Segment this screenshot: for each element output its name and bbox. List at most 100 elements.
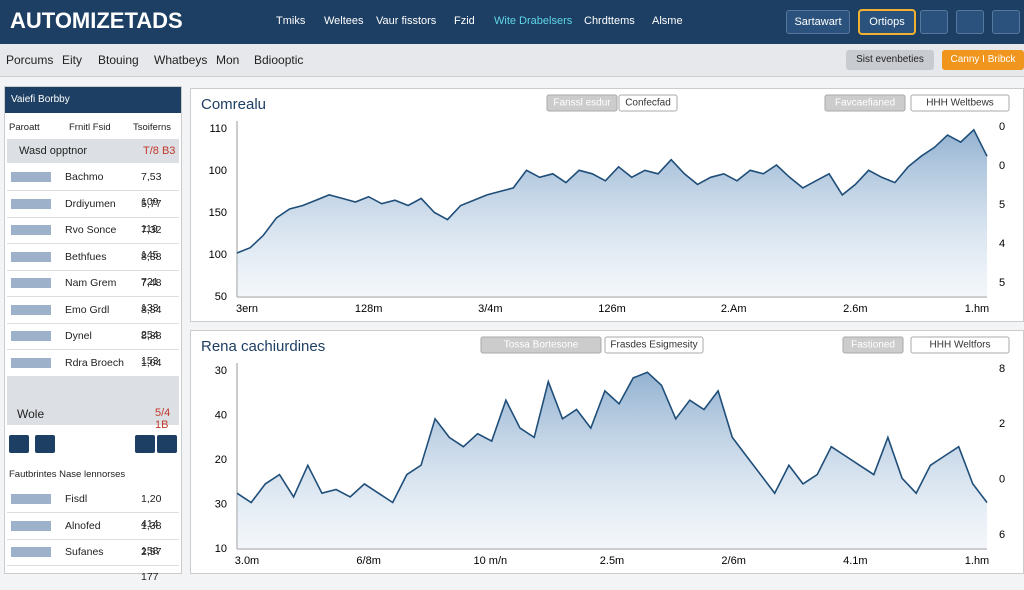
chart-button-label: Confecfad xyxy=(625,98,671,109)
tab[interactable]: Porcums xyxy=(6,53,54,67)
row-label: Emo Grdl xyxy=(65,303,110,316)
row-value: 8,88 721 xyxy=(141,250,162,288)
chart-button[interactable] xyxy=(546,94,618,112)
group-row xyxy=(7,139,179,163)
row-icon xyxy=(11,172,51,182)
icon-button[interactable] xyxy=(956,10,984,34)
x-tick-label: 1.hm xyxy=(965,303,989,315)
pager-button[interactable] xyxy=(157,435,177,453)
row-label: Alnofed xyxy=(65,519,101,532)
row-label: Bethfues xyxy=(65,250,107,263)
chart-button[interactable] xyxy=(910,336,1010,354)
y2-tick-label: 4 xyxy=(999,238,1005,250)
list-row: Emo Grdl 8,84 254 xyxy=(7,298,179,341)
nav-item[interactable]: Fzid xyxy=(454,15,475,27)
row-value: 7,53 109 xyxy=(141,171,162,208)
chart-button-label: Fanssl esdur xyxy=(553,98,611,109)
list-row: Drdiyumen 5,77 119 xyxy=(7,192,179,235)
column-header: Paroatt xyxy=(9,122,40,133)
sidebar: Vaiefi Borbby Paroatt Frnitl Fsid Tsoiferns… xyxy=(4,86,182,583)
y-tick-label: 110 xyxy=(209,123,227,135)
header-button[interactable]: Ortiops xyxy=(858,9,916,35)
chart-button[interactable] xyxy=(842,336,904,354)
list-row: Nam Grem 7,48 133 xyxy=(7,271,179,314)
row-icon xyxy=(11,225,51,235)
subbar-button[interactable]: Canny I Bribck xyxy=(942,50,1024,70)
nav-item[interactable]: Tmiks xyxy=(276,15,306,27)
x-tick-label: 1.hm xyxy=(965,555,989,567)
chart-button[interactable] xyxy=(480,336,602,354)
x-tick-label: 6/8m xyxy=(356,555,380,567)
row-value: 5,77 119 xyxy=(141,197,162,235)
tab[interactable]: Btouing xyxy=(98,53,139,67)
pager-button[interactable] xyxy=(35,435,55,453)
chart-button[interactable] xyxy=(618,94,678,112)
row-value: 7,32 145 xyxy=(141,224,162,261)
icon-button[interactable] xyxy=(920,10,948,34)
list-row: Dynel 8,88 153 xyxy=(7,324,179,367)
tab[interactable]: Eity xyxy=(62,53,83,67)
list-row: Fisdl 1,20 414 xyxy=(7,487,179,530)
pager-button[interactable] xyxy=(9,435,29,453)
icon-button[interactable] xyxy=(992,10,1020,34)
chart-button-label: HHH Weltfors xyxy=(930,340,991,351)
y2-tick-label: 0 xyxy=(999,474,1005,486)
y2-tick-label: 8 xyxy=(999,363,1005,375)
row-label: Rvo Sonce xyxy=(65,224,117,236)
chart-button-label: Tossa Bortesone xyxy=(504,340,579,351)
tab[interactable]: Bdiooptic xyxy=(254,53,304,67)
row-value: 2,57 177 xyxy=(141,546,162,583)
chart-button[interactable] xyxy=(604,336,704,354)
x-tick-label: 4.1m xyxy=(843,555,867,567)
nav-item[interactable]: Chrdttems xyxy=(584,15,635,27)
column-header: Frnitl Fsid xyxy=(69,122,111,133)
row-value: 7,48 133 xyxy=(141,277,162,314)
nav-item[interactable]: Weltees xyxy=(324,15,364,27)
line xyxy=(236,128,988,254)
total-value: 5/4 1B xyxy=(155,407,171,431)
list-row: Bachmo 7,53 109 xyxy=(7,165,179,208)
row-value: 8,88 153 xyxy=(141,330,162,367)
sidebar-title: Vaiefi Borbby xyxy=(5,87,181,113)
x-tick-label: 126m xyxy=(598,303,626,315)
row-icon xyxy=(11,357,51,368)
row-label: Nam Grem xyxy=(65,277,117,289)
row-icon xyxy=(11,198,51,209)
group-label: Wasd opptnor xyxy=(19,145,88,157)
row-icon xyxy=(11,331,51,341)
list-row: Bethfues 8,88 721 xyxy=(7,245,179,288)
x-tick-label: 2.5m xyxy=(600,555,624,567)
row-value: 8,84 254 xyxy=(141,303,162,341)
row-icon xyxy=(11,251,51,262)
y2-tick-label: 0 xyxy=(999,160,1005,172)
y-tick-label: 30 xyxy=(215,498,227,510)
header-button[interactable]: Sartawart xyxy=(786,10,850,34)
total-label: Wole xyxy=(17,407,45,421)
pager-button[interactable] xyxy=(135,435,155,453)
subbar-button[interactable]: Sist evenbeties xyxy=(846,50,934,70)
group-value: T/8 B3 xyxy=(143,145,176,157)
nav-item[interactable]: Vaur fisstors xyxy=(376,15,437,27)
chart-button[interactable] xyxy=(824,94,906,112)
column-header: Tsoiferns xyxy=(133,122,172,133)
y-tick-label: 150 xyxy=(209,207,227,219)
y2-tick-label: 5 xyxy=(999,199,1005,211)
chart-panel: Comrealu Fanssl esdur Confecfad Favcaefiane… xyxy=(190,88,1024,322)
tab[interactable]: Mon xyxy=(216,53,240,67)
nav-item[interactable]: Wite Drabelsers xyxy=(494,15,573,27)
x-tick-label: 3/4m xyxy=(478,303,502,315)
nav-item[interactable]: Alsme xyxy=(652,15,683,27)
row-label: Rdra Broech xyxy=(65,356,124,369)
list-row: Alnofed 1,38 158 xyxy=(7,514,179,557)
tab[interactable]: Whatbeys xyxy=(154,53,208,67)
row-label: Dynel xyxy=(65,330,92,342)
list-row: Rvo Sonce 7,32 145 xyxy=(7,218,179,261)
x-tick-label: 2.Am xyxy=(721,303,747,315)
chart-button-label: Favcaefianed xyxy=(835,98,895,109)
area xyxy=(237,372,987,549)
y-tick-label: 100 xyxy=(209,249,227,261)
chart-button[interactable] xyxy=(910,94,1010,112)
row-value: 1,38 158 xyxy=(141,519,162,557)
header xyxy=(0,0,1024,44)
